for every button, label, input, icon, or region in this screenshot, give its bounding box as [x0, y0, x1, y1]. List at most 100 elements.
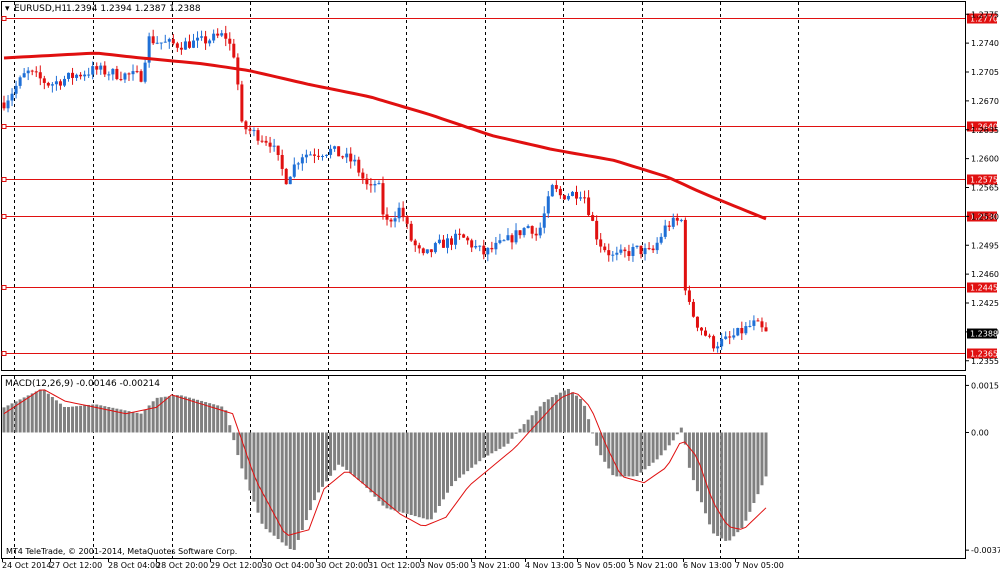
candle-body [26, 70, 30, 74]
macd-bar [163, 396, 167, 433]
macd-bar [687, 432, 691, 468]
macd-bar [522, 424, 526, 433]
level-price-label: 1.2640 [970, 123, 998, 132]
candle-body [54, 81, 58, 85]
candle-body [764, 327, 768, 332]
candle-body [119, 79, 123, 81]
macd-bar [486, 432, 490, 456]
macd-bar [667, 432, 671, 446]
candle-body [79, 74, 83, 77]
macd-bar [546, 399, 550, 433]
macd-bar [256, 432, 260, 513]
macd-tick-label: -0.00375 [971, 546, 1000, 555]
candle-body [2, 102, 6, 109]
macd-bar [562, 390, 566, 433]
macd-bar [288, 432, 292, 550]
candle-body [397, 207, 401, 219]
level-price-tag [967, 174, 997, 185]
ohlc-header: 1.2394 1.2394 1.2387 1.2388 [66, 4, 201, 14]
candle-body [401, 207, 405, 218]
macd-bar [611, 432, 615, 476]
candle-body [183, 41, 187, 50]
macd-bar [252, 432, 256, 502]
price-tick-label: 1.2495 [971, 241, 999, 250]
macd-bar [30, 393, 34, 433]
level-handle[interactable] [1, 351, 7, 356]
time-tick-label: 3 Nov 21:00 [471, 561, 520, 570]
macd-bar [179, 395, 183, 433]
macd-bar [720, 432, 724, 539]
level-handle[interactable] [1, 214, 7, 219]
macd-bar [437, 432, 441, 506]
candle-body [409, 223, 413, 241]
macd-bar [764, 432, 768, 477]
candle-body [244, 121, 248, 130]
candle-body [30, 70, 34, 72]
level-handle[interactable] [1, 285, 7, 290]
candle-body [10, 93, 14, 101]
macd-bar [393, 432, 397, 511]
macd-bar [280, 432, 284, 543]
candle-body [353, 159, 357, 162]
candle-body [131, 71, 135, 75]
macd-bar [284, 432, 288, 546]
candle-body [38, 72, 42, 79]
candle-body [42, 78, 46, 83]
candle-body [595, 220, 599, 240]
time-tick-label: 24 Oct 2014 [2, 561, 51, 570]
macd-bar [26, 395, 30, 433]
candle-body [58, 81, 62, 86]
moving-average-line [3, 51, 767, 221]
level-price-tag [967, 282, 997, 293]
horizontal-levels[interactable]: 1.2770 1.2640 1.2575 1.2530 1.2445 1.2365 [1, 13, 998, 359]
copyright-text: MT4 TeleTrade, © 2001-2014, MetaQuotes S… [6, 547, 237, 556]
level-handle[interactable] [1, 124, 7, 129]
candle-body [304, 154, 308, 158]
macd-bar [679, 427, 683, 433]
macd-bar [502, 432, 506, 447]
time-tick-label: 5 Nov 21:00 [629, 561, 678, 570]
candle-body [623, 249, 627, 252]
candle-body [240, 84, 244, 122]
macd-bar [312, 432, 316, 501]
time-tick-label: 7 Nov 05:00 [735, 561, 784, 570]
candle-body [695, 316, 699, 328]
candle-body [50, 84, 54, 86]
last-price-tag: 1.2388 [967, 328, 998, 339]
candle-body [325, 154, 329, 156]
candle-body [732, 335, 736, 338]
macd-bar [204, 402, 208, 433]
macd-bar [357, 432, 361, 480]
candle-body [46, 82, 50, 86]
candle-body [607, 250, 611, 256]
candle-body [151, 36, 155, 44]
macd-bar [171, 395, 175, 433]
candle-body [236, 57, 240, 85]
macd-bar [151, 401, 155, 433]
macd-bar [103, 406, 107, 433]
macd-bar [216, 405, 220, 433]
macd-bar [119, 409, 123, 433]
candle-body [268, 142, 272, 147]
chart-menu-arrow-icon[interactable]: ▾ [5, 4, 10, 14]
candle-body [478, 245, 482, 247]
macd-bar [671, 432, 675, 441]
candle-body [429, 249, 433, 253]
candle-body [280, 154, 284, 169]
macd-bar [583, 405, 587, 433]
macd-bar [333, 432, 337, 471]
candle-body [663, 225, 667, 237]
macd-bar [79, 405, 83, 433]
candle-body [530, 226, 534, 234]
level-handle[interactable] [1, 16, 7, 21]
macd-bar [200, 400, 204, 433]
candle-body [566, 195, 570, 200]
candle-body [200, 36, 204, 38]
macd-bar [498, 432, 502, 449]
candle-body [458, 233, 462, 235]
level-handle[interactable] [1, 177, 7, 182]
macd-bar [643, 432, 647, 470]
candle-body [462, 234, 466, 238]
